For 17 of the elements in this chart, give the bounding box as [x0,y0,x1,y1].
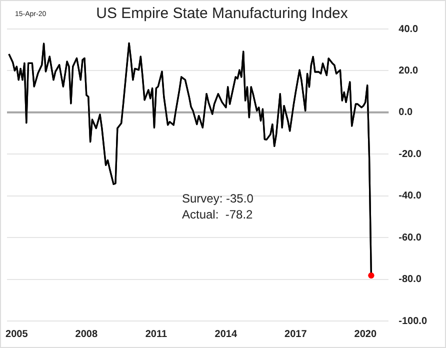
x-tick-label: 2020 [354,328,377,340]
x-tick-label: 2014 [214,328,238,340]
x-tick-label: 2005 [6,328,28,340]
y-tick-label: 0.0 [398,107,413,118]
annotation: Survey: -35.0 [182,191,254,206]
y-tick-label: -20.0 [398,148,422,160]
annotation: Actual: -78.2 [182,207,254,222]
y-tick-label: 40.0 [398,24,419,35]
y-tick-label: 20.0 [398,65,419,76]
y-tick-label: -40.0 [398,190,422,202]
y-tick-label: -100.0 [398,316,428,327]
y-tick-label: -80.0 [398,274,422,286]
chart-title: US Empire State Manufacturing Index [96,5,348,22]
x-tick-label: 2011 [145,328,168,340]
y-tick-label: -60.0 [398,232,422,244]
x-tick-label: 2008 [75,328,98,340]
x-tick-label: 2017 [284,328,308,340]
